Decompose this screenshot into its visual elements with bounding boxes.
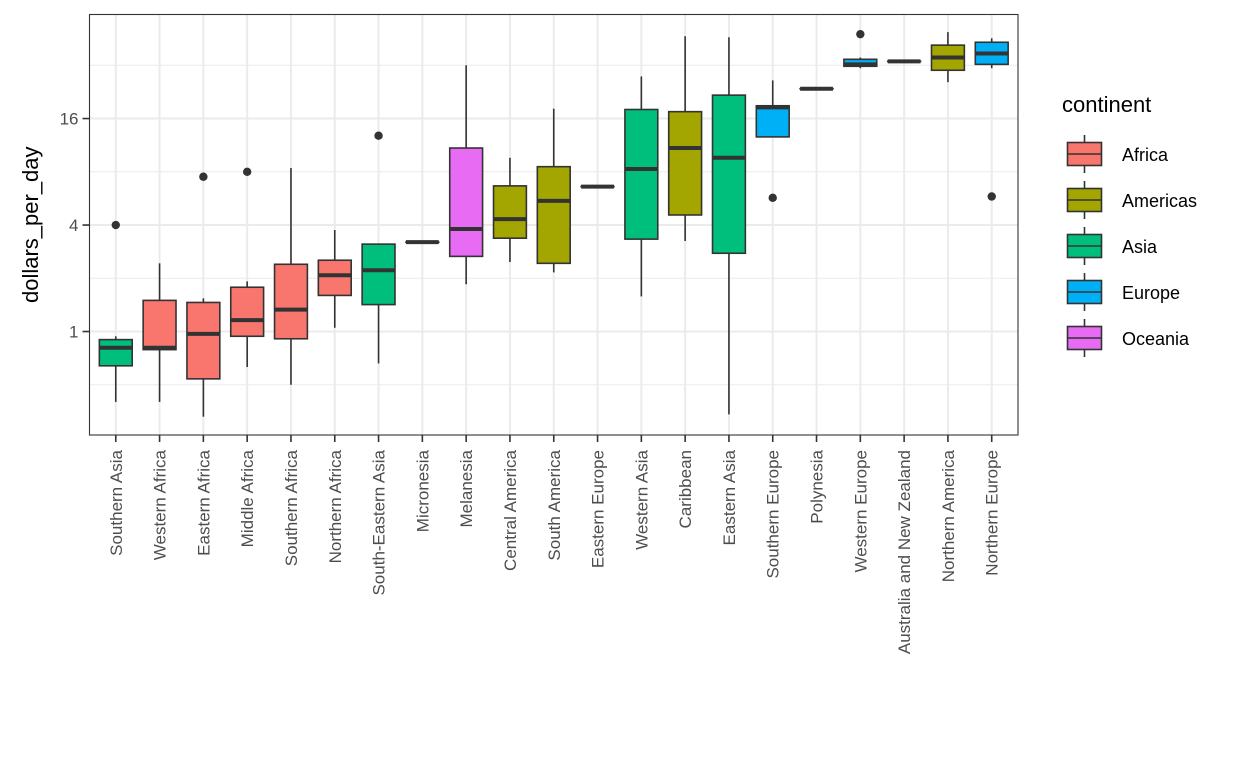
box-iqr: [361, 243, 396, 306]
box-caribbean: [667, 36, 703, 241]
x-tick-label: Western Asia: [632, 449, 651, 549]
x-tick-label: Northern America: [939, 449, 958, 582]
legend-item-americas: Americas: [1066, 181, 1197, 219]
legend-item-asia: Asia: [1066, 227, 1158, 265]
box-southern-africa: [273, 168, 309, 385]
legend-item-europe: Europe: [1066, 273, 1180, 311]
box-iqr: [186, 301, 221, 380]
box-iqr: [624, 108, 659, 240]
x-tick-label: Western Europe: [851, 450, 870, 573]
outlier-point: [111, 220, 120, 230]
x-tick-label: Northern Africa: [326, 449, 345, 563]
x-tick-label: Western Africa: [151, 449, 170, 560]
x-tick-label: Southern Africa: [282, 449, 301, 566]
legend-label: Asia: [1122, 237, 1158, 257]
box-southern-asia: [98, 220, 134, 402]
x-tick-label: Melanesia: [457, 449, 476, 527]
y-tick-label: 4: [69, 216, 78, 235]
outlier-point: [856, 29, 865, 39]
x-tick-label: Eastern Africa: [194, 449, 213, 555]
x-tick-label: Caribbean: [676, 450, 695, 528]
box-south-america: [536, 108, 571, 273]
x-tick-label: Southern Asia: [107, 449, 126, 555]
x-tick-label: Central America: [501, 449, 520, 570]
legend-label: Africa: [1122, 145, 1169, 165]
x-tick-label: South America: [545, 449, 564, 560]
box-melanesia: [448, 65, 484, 285]
box-eastern-africa: [186, 172, 221, 417]
box-iqr: [448, 147, 484, 258]
outlier-point: [199, 172, 208, 181]
y-tick-label: 16: [60, 110, 79, 129]
y-axis: 1 4 16: [60, 110, 90, 342]
y-axis-title: dollars_per_day: [18, 146, 43, 303]
y-tick-label: 1: [69, 323, 78, 342]
legend-label: Europe: [1122, 283, 1180, 303]
box-northern-america: [930, 32, 966, 83]
x-tick-label: Northern Europe: [983, 450, 1002, 576]
boxes-layer: [98, 29, 1009, 417]
box-iqr: [98, 338, 134, 367]
legend: continent Africa Americas Asia Europe Oceani…: [1062, 92, 1197, 357]
x-tick-label: Micronesia: [413, 449, 432, 532]
box-southern-europe: [755, 80, 790, 203]
x-tick-label: Eastern Asia: [720, 449, 739, 545]
legend-item-africa: Africa: [1066, 135, 1169, 173]
x-tick-label: Polynesia: [808, 449, 827, 523]
box-western-asia: [624, 76, 659, 297]
box-central-america: [492, 157, 528, 263]
x-tick-label: Eastern Europe: [589, 450, 608, 568]
x-axis: Southern Asia Western Africa Eastern Afric…: [107, 435, 1002, 654]
box-iqr: [536, 165, 571, 265]
box-northern-africa: [317, 229, 352, 328]
box-iqr: [229, 286, 265, 338]
legend-label: Americas: [1122, 191, 1197, 211]
outlier-point: [242, 167, 252, 176]
box-eastern-asia: [711, 37, 747, 415]
outlier-point: [987, 192, 996, 201]
x-tick-label: Southern Europe: [764, 450, 783, 579]
box-iqr: [273, 263, 309, 340]
box-iqr: [755, 104, 790, 138]
box-iqr: [142, 299, 177, 351]
x-tick-label: Middle Africa: [238, 449, 257, 547]
box-iqr: [667, 110, 703, 216]
outlier-point: [768, 193, 777, 203]
legend-label: Oceania: [1122, 329, 1190, 349]
box-western-africa: [142, 263, 177, 402]
box-western-europe: [843, 29, 878, 69]
legend-item-oceania: Oceania: [1066, 319, 1190, 357]
box-iqr: [711, 94, 747, 255]
outlier-point: [374, 131, 383, 140]
box-south-eastern-asia: [361, 131, 396, 364]
box-middle-africa: [229, 167, 265, 368]
x-tick-label: Australia and New Zealand: [895, 450, 914, 654]
box-northern-europe: [974, 38, 1009, 201]
box-iqr: [492, 185, 528, 240]
x-tick-label: South-Eastern Asia: [370, 449, 389, 595]
legend-title: continent: [1062, 92, 1151, 117]
box-iqr: [317, 259, 352, 297]
